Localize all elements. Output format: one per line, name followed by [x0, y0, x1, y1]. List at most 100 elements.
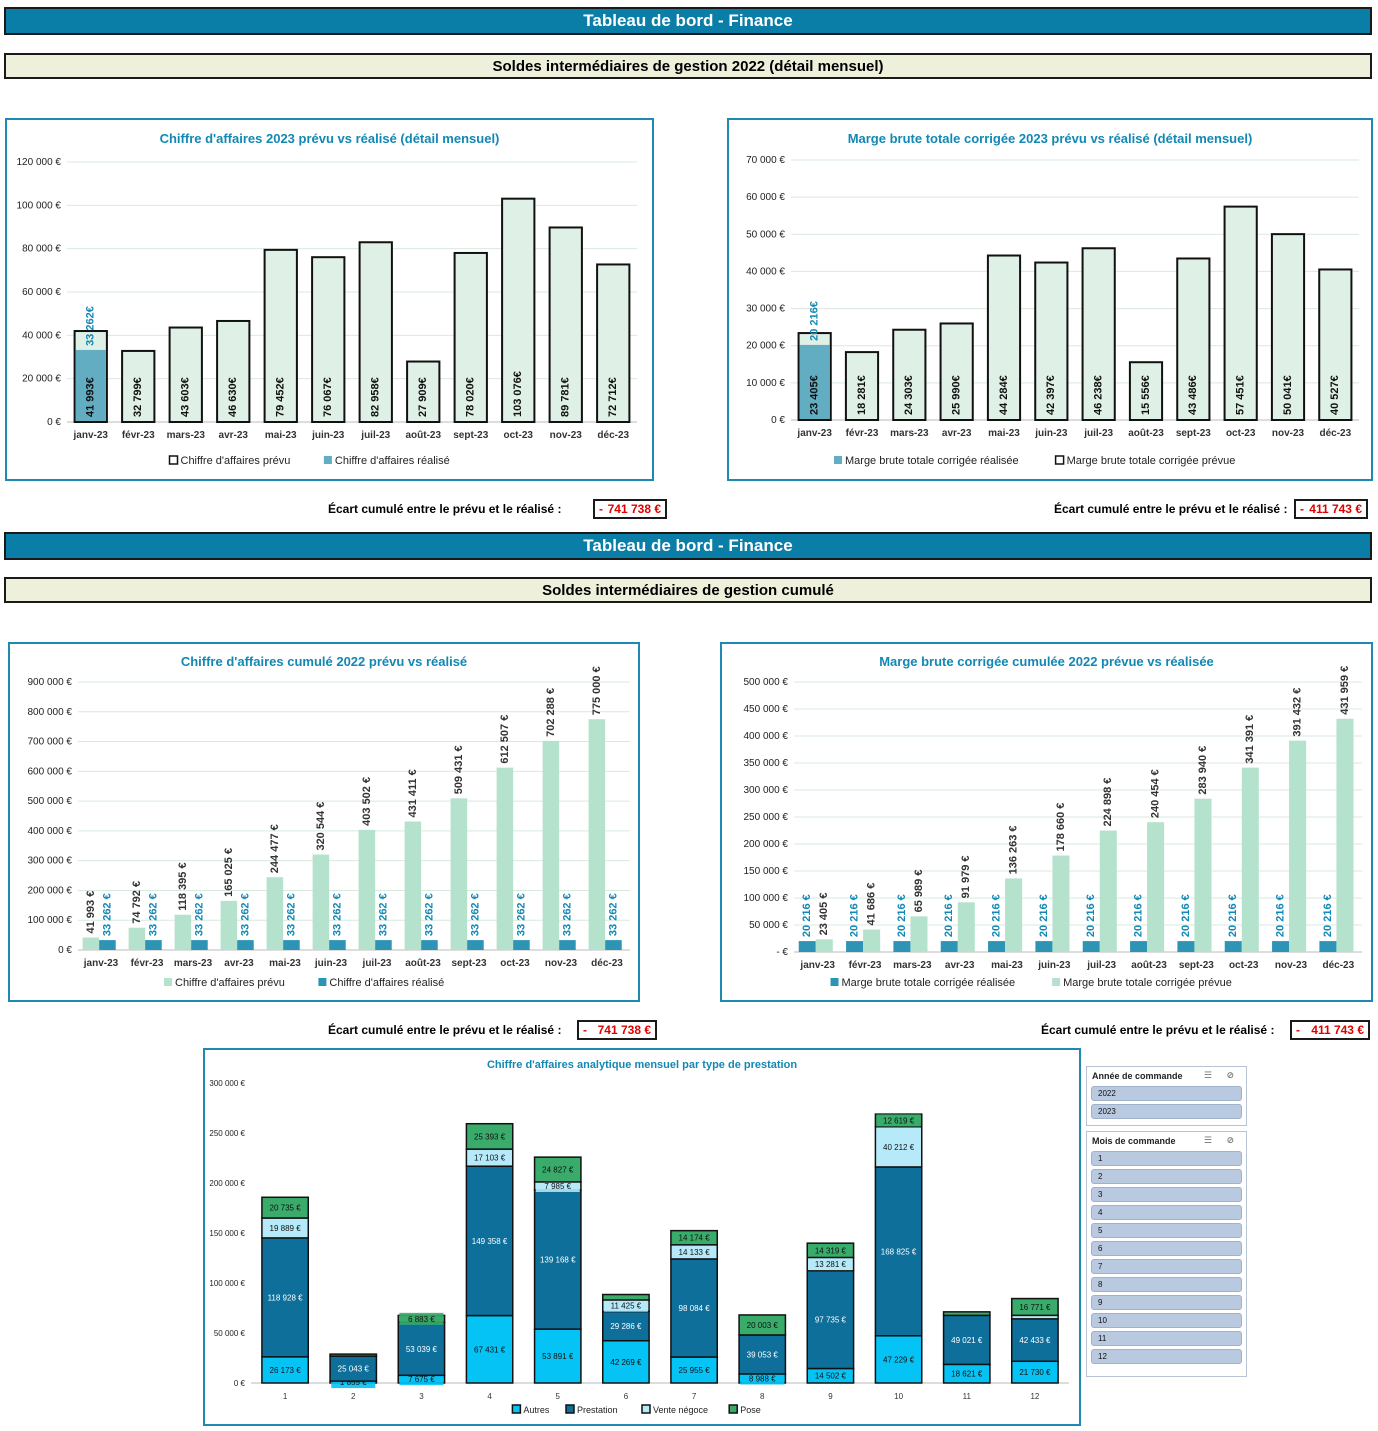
banner-title: Tableau de bord - Finance — [583, 536, 793, 555]
bar-planned — [501, 197, 536, 423]
bar-series-2 — [957, 902, 975, 952]
y-tick-label: 600 000 € — [28, 766, 73, 777]
data-label: 13 281 € — [815, 1260, 847, 1269]
y-tick-label: 200 000 € — [209, 1179, 245, 1188]
bar-series-2 — [467, 940, 484, 950]
y-tick-label: 400 000 € — [744, 731, 789, 742]
slicer-item-2022[interactable]: 2022 — [1091, 1086, 1242, 1101]
data-label-bg — [876, 1114, 921, 1127]
data-label: 65 989 € — [913, 870, 925, 913]
data-label-bg — [808, 1313, 853, 1326]
bar-series-2 — [237, 940, 254, 950]
bar-planned — [548, 226, 583, 423]
data-label-bg — [808, 1244, 853, 1257]
chart-title: Chiffre d'affaires analytique mensuel pa… — [487, 1059, 797, 1071]
slicer-item-month-3[interactable]: 3 — [1091, 1187, 1242, 1202]
slicer-item-month-1[interactable]: 1 — [1091, 1151, 1242, 1166]
filter-clear-icons[interactable]: ☰ ⊘ — [1203, 1070, 1240, 1080]
bar-planned — [1176, 257, 1211, 421]
data-label: 283 940 € — [1197, 746, 1209, 795]
bar-series-2 — [1147, 822, 1165, 952]
data-label-bg — [672, 1245, 717, 1258]
y-tick-label: 20 000 € — [746, 341, 785, 352]
x-tick-label: mars-23 — [174, 958, 213, 969]
y-tick-label: 120 000 € — [17, 157, 62, 168]
legend-swatch — [830, 978, 839, 986]
x-tick-label: juil-23 — [1086, 960, 1116, 971]
slicer-item-month-5[interactable]: 5 — [1091, 1223, 1242, 1238]
y-tick-label: 40 000 € — [746, 266, 785, 277]
data-label-bg — [672, 1302, 717, 1315]
y-tick-label: 800 000 € — [28, 707, 73, 718]
bar-series-1 — [1319, 941, 1337, 952]
data-label: 23 405€ — [809, 375, 821, 415]
slicer-item-month-6[interactable]: 6 — [1091, 1241, 1242, 1256]
x-tick-label: oct-23 — [1226, 428, 1256, 439]
data-label: 118 928 € — [268, 1293, 304, 1302]
data-label: 43 486€ — [1187, 375, 1199, 415]
data-label: 11 425 € — [611, 1302, 642, 1311]
x-tick-label: sept-23 — [453, 430, 488, 441]
bar-segment-pose — [942, 1311, 991, 1317]
filter-clear-icons[interactable]: ☰ ⊘ — [1203, 1135, 1240, 1145]
ecart-dash: - — [1300, 502, 1304, 516]
bar-planned — [596, 263, 631, 423]
data-label: 57 451€ — [1235, 375, 1247, 415]
y-tick-label: 900 000 € — [28, 677, 73, 688]
legend-swatch — [641, 1404, 651, 1414]
chart-mb-cumul: Marge brute corrigée cumulée 2022 prévue… — [744, 654, 1362, 989]
data-label: 224 898 € — [1102, 778, 1114, 827]
data-label: 12 619 € — [883, 1116, 915, 1125]
bar-series-1 — [846, 941, 864, 952]
slicer-item-month-11[interactable]: 11 — [1091, 1331, 1242, 1346]
data-label-bg — [944, 1367, 989, 1380]
data-label: 7 985 € — [544, 1182, 571, 1191]
slicer-item-2023[interactable]: 2023 — [1091, 1104, 1242, 1119]
slicer-item-month-9[interactable]: 9 — [1091, 1295, 1242, 1310]
data-label: 53 891 € — [542, 1352, 574, 1361]
slicer-item-month-10[interactable]: 10 — [1091, 1313, 1242, 1328]
data-label: 41 686 € — [866, 883, 878, 926]
data-label: 178 660 € — [1055, 803, 1067, 852]
x-tick-label: août-23 — [405, 430, 441, 441]
data-label: 6 883 € — [408, 1315, 435, 1324]
y-tick-label: 0 € — [47, 417, 61, 428]
bar-planned — [892, 328, 927, 422]
data-label: 391 432 € — [1292, 688, 1304, 737]
data-label: 67 431 € — [474, 1345, 506, 1354]
bar-series-1 — [266, 877, 284, 950]
data-label: 76 067€ — [322, 377, 334, 417]
bar-actual — [75, 349, 106, 421]
x-tick-label: 4 — [487, 1392, 492, 1401]
x-tick-label: oct-23 — [1229, 960, 1259, 971]
y-tick-label: 350 000 € — [744, 758, 789, 769]
data-label: 25 955 € — [679, 1366, 711, 1375]
data-label: 320 544 € — [315, 802, 327, 851]
data-label: 18 281€ — [856, 375, 868, 415]
slicer-item-month-2[interactable]: 2 — [1091, 1169, 1242, 1184]
x-tick-label: janv-23 — [796, 428, 832, 439]
x-tick-label: déc-23 — [591, 958, 623, 969]
x-tick-label: mai-23 — [265, 430, 297, 441]
data-label: 16 771 € — [1019, 1303, 1051, 1312]
x-tick-label: 2 — [351, 1392, 356, 1401]
slicer-item-month-8[interactable]: 8 — [1091, 1277, 1242, 1292]
data-label: 33 262 € — [239, 893, 251, 936]
x-tick-label: 7 — [692, 1392, 697, 1401]
y-tick-label: 20 000 € — [22, 374, 61, 385]
y-tick-label: 50 000 € — [749, 920, 788, 931]
bar-series-2 — [1289, 740, 1307, 952]
data-label: 20 216 € — [1274, 894, 1286, 937]
bar-series-2 — [421, 940, 438, 950]
slicer-item-month-7[interactable]: 7 — [1091, 1259, 1242, 1274]
chart-panel-mb-monthly: Marge brute totale corrigée 2023 prévu v… — [727, 118, 1373, 481]
slicer-item-month-12[interactable]: 12 — [1091, 1349, 1242, 1364]
legend-swatch — [318, 978, 327, 986]
x-tick-label: juin-23 — [1037, 960, 1071, 971]
ecart-dash: - — [1296, 1023, 1300, 1037]
data-label: 25 043 € — [338, 1365, 370, 1374]
chart-ca-analytique: Chiffre d'affaires analytique mensuel pa… — [209, 1059, 1069, 1415]
slicer-item-month-4[interactable]: 4 — [1091, 1205, 1242, 1220]
y-tick-label: 500 000 € — [744, 677, 789, 688]
x-tick-label: juil-23 — [362, 958, 392, 969]
